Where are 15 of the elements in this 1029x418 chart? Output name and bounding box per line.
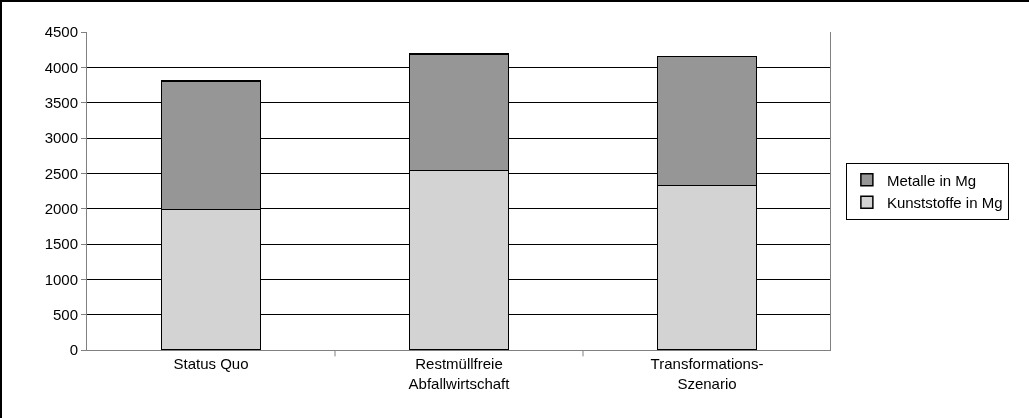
y-tick-label: 0 [69,341,78,359]
y-tick-label: 4000 [44,58,78,76]
y-tick-label: 1500 [44,235,78,253]
x-tick-label: Restmüllfreie Abfallwirtschaft [408,355,511,392]
y-tick-label: 2000 [44,199,78,217]
y-tick-label: 3000 [44,129,78,147]
x-tick-label: Transformations- Szenario [650,355,764,392]
y-tick-label: 2500 [44,164,78,182]
y-tick-label: 4500 [44,23,78,41]
y-tick-label: 3500 [44,93,78,111]
y-tick-label: 1000 [44,270,78,288]
x-tick-label: Status Quo [173,355,249,372]
legend-label: Metalle in Mg [886,171,977,189]
legend-label: Kunststoffe in Mg [886,194,1003,212]
y-tick-label: 500 [52,305,78,323]
